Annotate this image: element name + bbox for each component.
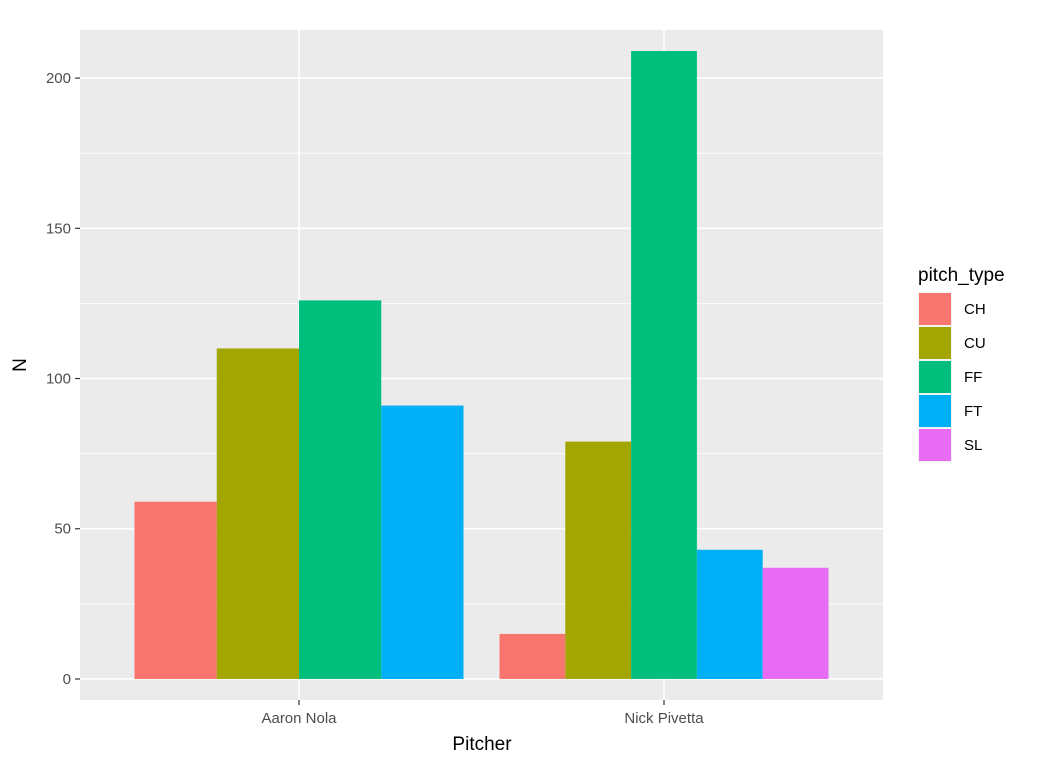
legend-swatch-ff (919, 361, 951, 393)
bars (134, 51, 829, 679)
legend: pitch_type CH CU FF FT SL (918, 265, 1005, 462)
x-axis-title: Pitcher (452, 734, 512, 755)
y-tick-label: 0 (63, 671, 71, 688)
legend-label-cu: CU (964, 335, 986, 352)
y-tick-label: 200 (46, 70, 71, 87)
bar-aaron-nola-ft (381, 405, 464, 679)
x-axis: Aaron Nola Nick Pivetta (261, 700, 704, 727)
legend-swatch-ch (919, 293, 951, 325)
legend-title: pitch_type (918, 265, 1005, 286)
bar-nick-pivetta-ch (499, 633, 566, 679)
y-tick-label: 150 (46, 220, 71, 237)
legend-swatch-sl (919, 429, 951, 461)
legend-label-ft: FT (964, 403, 982, 420)
legend-swatch-ft (919, 395, 951, 427)
x-tick-label: Nick Pivetta (624, 710, 704, 727)
y-tick-label: 100 (46, 371, 71, 388)
bar-nick-pivetta-sl (762, 567, 829, 679)
legend-label-ff: FF (964, 369, 982, 386)
legend-label-sl: SL (964, 437, 982, 454)
legend-swatch-cu (919, 327, 951, 359)
y-axis: 0 50 100 150 200 (46, 70, 80, 688)
bar-nick-pivetta-cu (565, 441, 632, 679)
bar-aaron-nola-cu (216, 348, 299, 679)
y-axis-title: N (10, 358, 31, 372)
bar-nick-pivetta-ft (696, 549, 763, 679)
legend-label-ch: CH (964, 301, 986, 318)
x-tick-label: Aaron Nola (261, 710, 337, 727)
y-tick-label: 50 (54, 521, 71, 538)
bar-nick-pivetta-ff (631, 51, 697, 679)
bar-aaron-nola-ff (299, 300, 382, 679)
bar-aaron-nola-ch (134, 501, 217, 679)
